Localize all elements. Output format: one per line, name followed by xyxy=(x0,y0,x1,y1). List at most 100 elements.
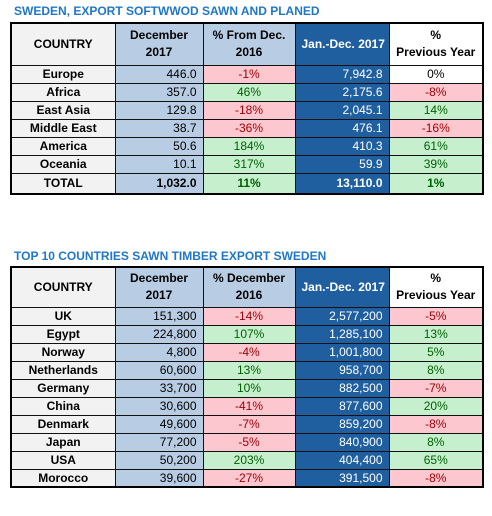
jan-dec-cell: 2,175.6 xyxy=(294,82,390,102)
country-cell: USA xyxy=(10,450,116,470)
december-cell: 357.0 xyxy=(114,82,204,102)
jan-dec-cell: 1,285,100 xyxy=(294,324,390,344)
table-row: Morocco 39,600 -27% 391,500 -8% xyxy=(10,468,484,488)
jan-dec-cell: 404,400 xyxy=(294,450,390,470)
pct-change-cell: 107% xyxy=(202,324,296,344)
jan-dec-cell: 2,577,200 xyxy=(294,306,390,326)
jan-dec-cell: 7,942.8 xyxy=(294,64,390,84)
pct-change-cell: 317% xyxy=(202,154,296,174)
jan-dec-cell: 840,900 xyxy=(294,432,390,452)
softwood-export-table: COUNTRY December 2017 % From Dec. 2016 Jan… xyxy=(10,22,484,195)
previous-year-cell: 20% xyxy=(388,396,484,416)
previous-year-cell: 65% xyxy=(388,450,484,470)
header-country: COUNTRY xyxy=(10,266,116,308)
table-row: Norway 4,800 -4% 1,001,800 5% xyxy=(10,342,484,362)
table-row: Netherlands 60,600 13% 958,700 8% xyxy=(10,360,484,380)
jan-dec-cell: 958,700 xyxy=(294,360,390,380)
previous-year-cell: 39% xyxy=(388,154,484,174)
table-row: Japan 77,200 -5% 840,900 8% xyxy=(10,432,484,452)
december-cell: 49,600 xyxy=(114,414,204,434)
header-jan-dec: Jan.-Dec. 2017 xyxy=(294,22,390,66)
country-cell: Middle East xyxy=(10,118,116,138)
previous-year-cell: 5% xyxy=(388,342,484,362)
december-cell: 129.8 xyxy=(114,100,204,120)
jan-dec-cell: 59.9 xyxy=(294,154,390,174)
december-cell: 4,800 xyxy=(114,342,204,362)
pct-change-cell: -14% xyxy=(202,306,296,326)
jan-dec-cell: 410.3 xyxy=(294,136,390,156)
pct-change-cell: 10% xyxy=(202,378,296,398)
header-previous-year: % Previous Year xyxy=(388,22,484,66)
december-cell: 224,800 xyxy=(114,324,204,344)
pct-change-cell: 13% xyxy=(202,360,296,380)
header-previous-year: % Previous Year xyxy=(388,266,484,308)
country-cell: Europe xyxy=(10,64,116,84)
table-row: Middle East 38.7 -36% 476.1 -16% xyxy=(10,118,484,138)
table-row: Egypt 224,800 107% 1,285,100 13% xyxy=(10,324,484,344)
previous-year-cell: -8% xyxy=(388,468,484,488)
december-cell: 10.1 xyxy=(114,154,204,174)
table-row: Denmark 49,600 -7% 859,200 -8% xyxy=(10,414,484,434)
pct-change-cell: -4% xyxy=(202,342,296,362)
pct-change-cell: -41% xyxy=(202,396,296,416)
country-cell: East Asia xyxy=(10,100,116,120)
previous-year-cell: 0% xyxy=(388,64,484,84)
jan-dec-cell: 391,500 xyxy=(294,468,390,488)
jan-dec-cell: 882,500 xyxy=(294,378,390,398)
total-row: TOTAL 1,032.0 11% 13,110.0 1% xyxy=(10,172,484,195)
jan-dec-cell: 877,600 xyxy=(294,396,390,416)
table-row: USA 50,200 203% 404,400 65% xyxy=(10,450,484,470)
pct-change-cell: -27% xyxy=(202,468,296,488)
table-row: East Asia 129.8 -18% 2,045.1 14% xyxy=(10,100,484,120)
december-cell: 50.6 xyxy=(114,136,204,156)
country-cell: UK xyxy=(10,306,116,326)
december-cell: 60,600 xyxy=(114,360,204,380)
table-row: UK 151,300 -14% 2,577,200 -5% xyxy=(10,306,484,326)
previous-year-cell: -8% xyxy=(388,414,484,434)
country-cell: America xyxy=(10,136,116,156)
table-row: America 50.6 184% 410.3 61% xyxy=(10,136,484,156)
pct-change-cell: 46% xyxy=(202,82,296,102)
pct-change-cell: -7% xyxy=(202,414,296,434)
december-cell: 446.0 xyxy=(114,64,204,84)
table-row: Europe 446.0 -1% 7,942.8 0% xyxy=(10,64,484,84)
december-cell: 38.7 xyxy=(114,118,204,138)
previous-year-cell: 61% xyxy=(388,136,484,156)
country-cell: Africa xyxy=(10,82,116,102)
previous-year-cell: -16% xyxy=(388,118,484,138)
pct-change-cell: 203% xyxy=(202,450,296,470)
previous-year-cell: -8% xyxy=(388,82,484,102)
december-cell: 77,200 xyxy=(114,432,204,452)
jan-dec-cell: 859,200 xyxy=(294,414,390,434)
table-row: Africa 357.0 46% 2,175.6 -8% xyxy=(10,82,484,102)
country-cell: Oceania xyxy=(10,154,116,174)
table-row: Germany 33,700 10% 882,500 -7% xyxy=(10,378,484,398)
previous-year-cell: 1% xyxy=(388,172,484,195)
header-jan-dec: Jan.-Dec. 2017 xyxy=(294,266,390,308)
table1-title: SWEDEN, EXPORT SOFTWWOD SAWN AND PLANED xyxy=(14,4,320,18)
pct-change-cell: -1% xyxy=(202,64,296,84)
header-country: COUNTRY xyxy=(10,22,116,66)
december-cell: 50,200 xyxy=(114,450,204,470)
december-cell: 151,300 xyxy=(114,306,204,326)
country-cell: China xyxy=(10,396,116,416)
table-row: Oceania 10.1 317% 59.9 39% xyxy=(10,154,484,174)
jan-dec-cell: 476.1 xyxy=(294,118,390,138)
country-cell: Germany xyxy=(10,378,116,398)
pct-change-cell: 11% xyxy=(202,172,296,195)
previous-year-cell: 13% xyxy=(388,324,484,344)
header-pct-december: % December 2016 xyxy=(202,266,296,308)
previous-year-cell: -5% xyxy=(388,306,484,326)
country-cell: Japan xyxy=(10,432,116,452)
december-cell: 39,600 xyxy=(114,468,204,488)
country-cell: Denmark xyxy=(10,414,116,434)
december-cell: 1,032.0 xyxy=(114,172,204,195)
country-cell: Netherlands xyxy=(10,360,116,380)
previous-year-cell: 8% xyxy=(388,432,484,452)
previous-year-cell: -7% xyxy=(388,378,484,398)
table2-title: TOP 10 COUNTRIES SAWN TIMBER EXPORT SWED… xyxy=(14,249,327,263)
previous-year-cell: 14% xyxy=(388,100,484,120)
pct-change-cell: 184% xyxy=(202,136,296,156)
pct-change-cell: -18% xyxy=(202,100,296,120)
jan-dec-cell: 1,001,800 xyxy=(294,342,390,362)
